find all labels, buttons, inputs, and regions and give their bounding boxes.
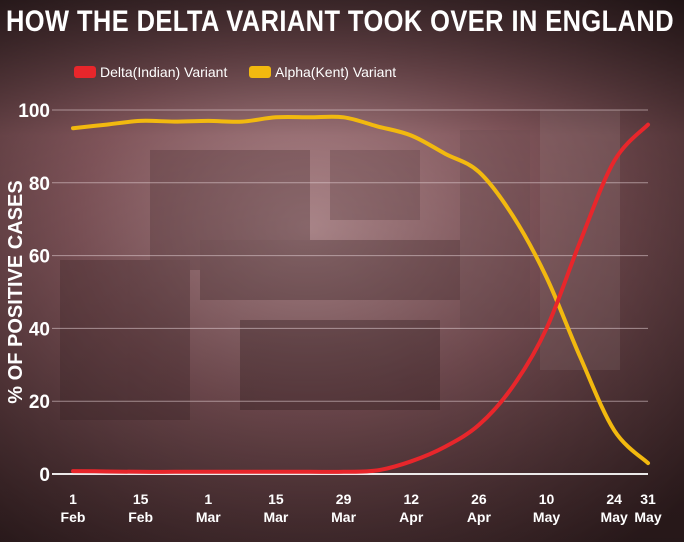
legend-swatch-alpha (249, 66, 271, 78)
y-tick-label: 40 (29, 319, 50, 340)
x-tick-label-day: 1 (204, 491, 212, 507)
y-tick-label: 60 (29, 247, 50, 268)
y-tick-label: 80 (29, 174, 50, 195)
x-tick-label-day: 1 (69, 491, 77, 507)
legend: Delta(Indian) Variant Alpha(Kent) Varian… (74, 64, 396, 80)
chart-title: HOW THE DELTA VARIANT TOOK OVER IN ENGLA… (6, 5, 674, 38)
y-axis-label: % OF POSITIVE CASES (5, 180, 27, 403)
x-tick-label-month: Feb (128, 509, 153, 525)
x-tick-label-day: 29 (336, 491, 352, 507)
x-tick-label-month: May (634, 509, 661, 525)
x-tick-label-day: 10 (539, 491, 555, 507)
x-tick-labels: 1 Feb 15 Feb 1 Mar 15 Mar 29 Mar 12 Apr 26 Apr 10 May 24… (61, 491, 662, 525)
x-tick-label-month: Apr (467, 509, 492, 525)
series-line-delta (71, 122, 650, 474)
x-tick-label-month: Feb (61, 509, 86, 525)
legend-label-delta: Delta(Indian) Variant (100, 64, 227, 80)
x-tick-label-month: Mar (263, 509, 288, 525)
x-tick-label-month: Mar (196, 509, 221, 525)
x-tick-label-day: 12 (403, 491, 419, 507)
x-tick-label-month: Apr (399, 509, 424, 525)
x-tick-label-day: 15 (133, 491, 149, 507)
x-tick-label-month: May (601, 509, 628, 525)
x-tick-label-day: 26 (471, 491, 487, 507)
y-tick-label: 20 (29, 392, 50, 413)
legend-swatch-delta (74, 66, 96, 78)
x-tick-label-day: 15 (268, 491, 284, 507)
y-tick-label: 100 (18, 101, 50, 122)
y-tick-labels: 0 20 40 60 80 100 (18, 101, 50, 486)
series-lines (71, 114, 650, 474)
legend-label-alpha: Alpha(Kent) Variant (275, 64, 396, 80)
y-tick-label: 0 (39, 465, 50, 486)
x-tick-label-month: Mar (331, 509, 356, 525)
x-tick-label-month: May (533, 509, 560, 525)
x-tick-label-day: 24 (606, 491, 622, 507)
x-tick-label-day: 31 (640, 491, 656, 507)
